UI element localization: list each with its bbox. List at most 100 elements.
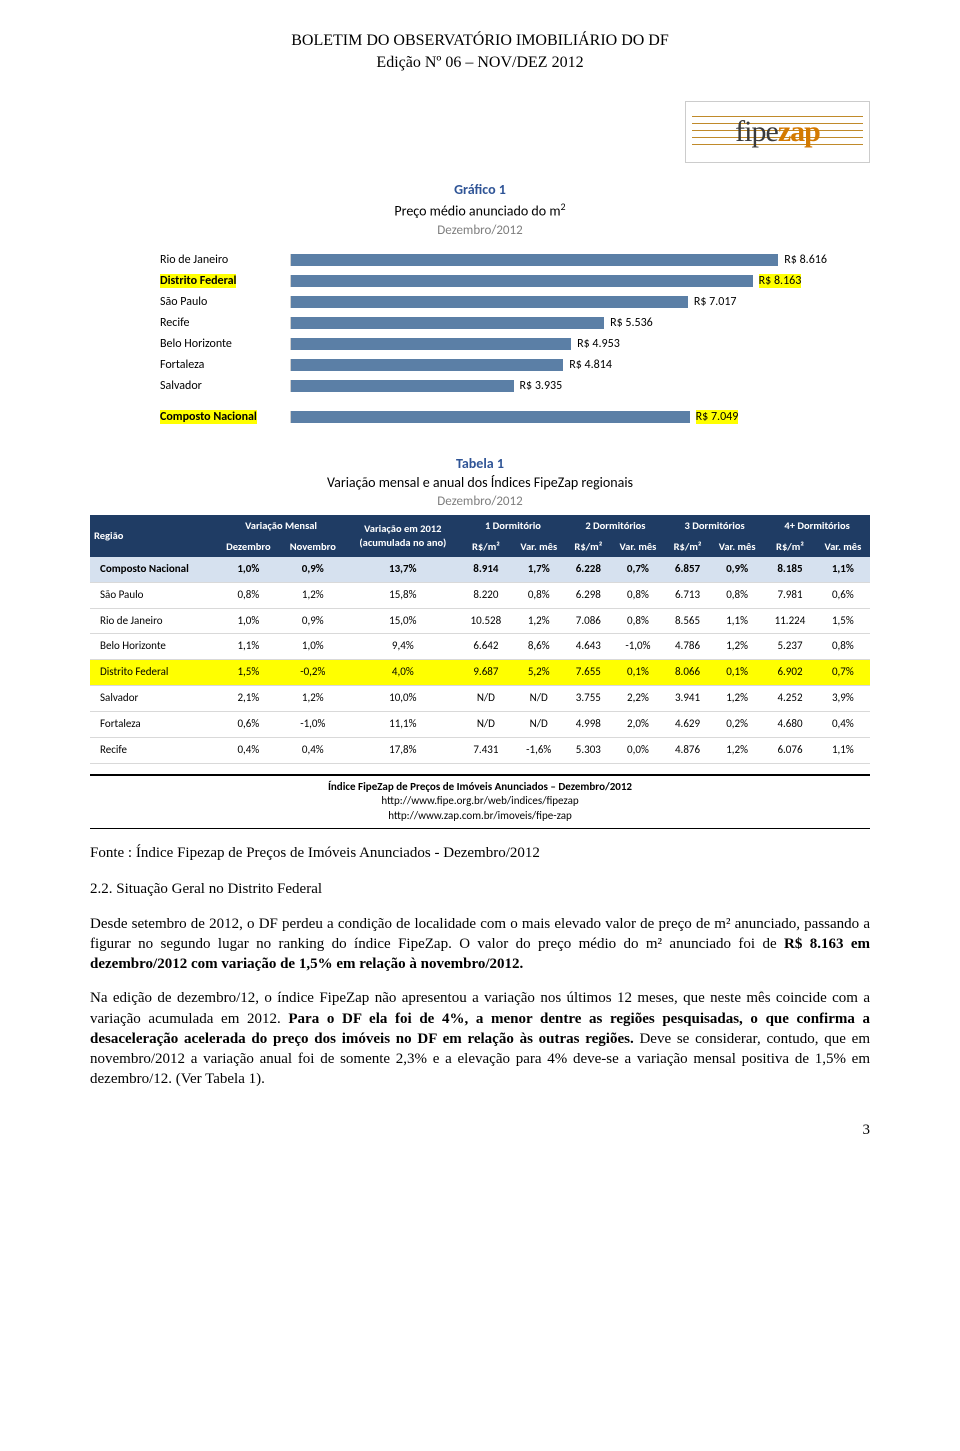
bar-value: R$ 5.536 [604,315,653,331]
logo-text-fipe: fipe [735,115,778,148]
table-cell: 1,0% [217,608,280,634]
bar-value: R$ 4.953 [571,336,620,352]
table-cell: 8.220 [460,582,512,608]
bar-label: São Paulo [160,294,290,310]
bar-value: R$ 7.049 [690,409,739,425]
bar-track: R$ 3.935 [290,380,800,392]
table-cell: 3.755 [566,686,611,712]
table-cell: 11,1% [346,711,461,737]
table-title: Variação mensal e anual dos Índices Fipe… [90,474,870,493]
th-3dorm: 3 Dormitórios [665,515,764,537]
table-cell: 0,8% [710,582,764,608]
table-cell: Recife [90,737,217,763]
table-row: Composto Nacional1,0%0,9%13,7%8.9141,7%6… [90,557,870,582]
bar-track: R$ 7.049 [290,411,800,423]
bar-label: Recife [160,315,290,331]
table-cell: 7.431 [460,737,512,763]
table-cell: Rio de Janeiro [90,608,217,634]
bar-row: Composto NacionalR$ 7.049 [160,406,800,427]
table-cell: 0,9% [280,608,345,634]
table-cell: 6.298 [566,582,611,608]
table-cell: 1,2% [710,634,764,660]
body-text: 2.2. Situação Geral no Distrito Federal … [90,879,870,1089]
table-cell: Composto Nacional [90,557,217,582]
table-cell: 1,5% [217,660,280,686]
table-row: Recife0,4%0,4%17,8%7.431-1,6%5.3030,0%4.… [90,737,870,763]
bar-value: R$ 4.814 [563,357,612,373]
chart-title: Preço médio anunciado do m2 [90,200,870,222]
th-rsm2-4: R$/m² [764,537,816,557]
th-varmes-4: Var. mês [816,537,870,557]
bar-row: Distrito FederalR$ 8.163 [160,270,800,291]
logo-text-zap: zap [778,115,820,148]
table-cell: 1,7% [512,557,566,582]
bar-row: SalvadorR$ 3.935 [160,375,800,396]
table-cell: 7.655 [566,660,611,686]
bar-row: Belo Horizonte R$ 4.953 [160,333,800,354]
th-rsm2-3: R$/m² [665,537,710,557]
th-var-mensal: Variação Mensal [217,515,346,537]
bar-track: R$ 4.953 [290,338,800,350]
table-cell: 6.902 [764,660,816,686]
table-cell: 1,2% [280,582,345,608]
th-rsm2-2: R$/m² [566,537,611,557]
bar-track: R$ 5.536 [290,317,800,329]
bar-fill [291,254,778,266]
bar-label: Distrito Federal [160,273,290,289]
table-cell: 4.252 [764,686,816,712]
document-header-subtitle: Edição Nº 06 – NOV/DEZ 2012 [90,52,870,74]
table-cell: Fortaleza [90,711,217,737]
table-cell: 7.086 [566,608,611,634]
fipezap-table: Região Variação Mensal Variação em 2012 … [90,515,870,764]
source-line-2: http://www.fipe.org.br/web/indices/fipez… [90,794,870,809]
table-cell: 8,6% [512,634,566,660]
bar-fill [291,275,753,287]
bar-row: São PauloR$ 7.017 [160,291,800,312]
th-var-2012: Variação em 2012 (acumulada no ano) [346,515,461,557]
table-cell: 0,8% [611,582,665,608]
table-cell: 0,4% [217,737,280,763]
bar-fill [291,411,690,423]
table-cell: 6.076 [764,737,816,763]
table-cell: 4.643 [566,634,611,660]
table-cell: 15,8% [346,582,461,608]
table-cell: 15,0% [346,608,461,634]
bar-value: R$ 8.616 [778,252,827,268]
bar-fill [291,296,688,308]
document-header-title: BOLETIM DO OBSERVATÓRIO IMOBILIÁRIO DO D… [90,30,870,52]
table-cell: 2,0% [611,711,665,737]
fonte-line: Fonte : Índice Fipezap de Preços de Imóv… [90,843,870,863]
th-varmes-2: Var. mês [611,537,665,557]
bar-label: Fortaleza [160,357,290,373]
th-4dorm: 4+ Dormitórios [764,515,870,537]
table-cell: N/D [460,711,512,737]
table-cell: 4,0% [346,660,461,686]
table-cell: 4.998 [566,711,611,737]
table-cell: 4.629 [665,711,710,737]
table-cell: -1,6% [512,737,566,763]
table-cell: 17,8% [346,737,461,763]
table-cell: 1,1% [816,737,870,763]
bar-label: Belo Horizonte [160,336,290,352]
table-cell: 0,6% [816,582,870,608]
paragraph-1: Desde setembro de 2012, o DF perdeu a co… [90,914,870,975]
table-cell: 6.642 [460,634,512,660]
table-row: Salvador2,1%1,2%10,0%N/DN/D3.7552,2%3.94… [90,686,870,712]
table-cell: 8.565 [665,608,710,634]
table-cell: 1,0% [280,634,345,660]
table-cell: N/D [512,686,566,712]
bar-fill [291,380,514,392]
bar-label: Rio de Janeiro [160,252,290,268]
table-cell: 0,1% [611,660,665,686]
bar-fill [291,317,604,329]
source-block: Índice FipeZap de Preços de Imóveis Anun… [90,774,870,830]
table-cell: 0,8% [816,634,870,660]
table-label: Tabela 1 [90,455,870,474]
table-cell: 8.185 [764,557,816,582]
table-cell: -1,0% [611,634,665,660]
bar-row: Rio de JaneiroR$ 8.616 [160,249,800,270]
table-cell: 0,2% [710,711,764,737]
table-cell: 1,0% [217,557,280,582]
table-cell: 1,1% [816,557,870,582]
paragraph-2: Na edição de dezembro/12, o índice FipeZ… [90,988,870,1089]
